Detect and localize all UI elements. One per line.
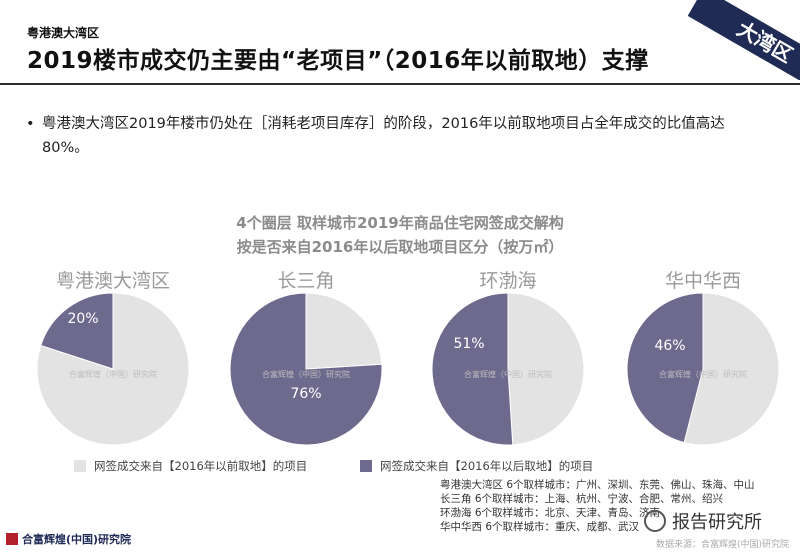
title-divider	[0, 83, 800, 85]
region-label-gba: 粤港澳大湾区	[55, 270, 170, 292]
region-label-yrd: 长三角	[277, 270, 335, 292]
note-row: 粤港澳大湾区 6个取样城市：广州、深圳、东莞、佛山、珠海、中山	[440, 479, 755, 491]
legend-label-old: 网签成交来自【2016年以前取地】的项目	[94, 459, 308, 473]
pie-data-label: 51%	[453, 336, 484, 352]
brand-footer: 合富辉煌(中国)研究院	[6, 531, 131, 547]
legend-label-new: 网签成交来自【2016年以后取地】的项目	[380, 459, 594, 473]
corner-tag: 大湾区	[687, 0, 800, 80]
legend-swatch-new	[360, 460, 372, 472]
brand-logo-icon	[6, 533, 18, 545]
legend-item-old: 网签成交来自【2016年以前取地】的项目	[74, 458, 307, 474]
chart-title-line1: 4个圈层 取样城市2019年商品住宅网签成交解构	[236, 214, 564, 232]
legend-item-new: 网签成交来自【2016年以后取地】的项目	[360, 458, 593, 474]
brand-name: 合富辉煌(中国)研究院	[22, 533, 132, 546]
pie-slice-old-land	[683, 292, 780, 446]
data-source: 数据来源：合富辉煌(中国)研究院	[656, 540, 790, 550]
pie-slice-new-land	[626, 292, 704, 444]
section-kicker: 粤港澳大湾区	[27, 26, 100, 40]
bullet-dot-icon: •	[26, 116, 35, 132]
chart-title-line2: 按是否来自2016年以后取地项目区分（按万㎡）	[236, 238, 564, 256]
wechat-watermark: 报告研究所	[644, 508, 762, 534]
pie-watermark: 合富辉煌（中国）研究院	[262, 369, 350, 379]
region-label-bohai: 环渤海	[479, 270, 537, 292]
wechat-name: 报告研究所	[672, 512, 762, 533]
pie-watermark: 合富辉煌（中国）研究院	[659, 369, 747, 379]
pie-data-label: 76%	[290, 386, 321, 402]
pie-slice-new-land	[40, 292, 114, 370]
page-title: 2019楼市成交仍主要由“老项目”（2016年以前取地）支撑	[27, 48, 649, 74]
note-row: 环渤海 6个取样城市：北京、天津、青岛、济南	[440, 507, 661, 519]
pie-watermark: 合富辉煌（中国）研究院	[464, 369, 552, 379]
note-row: 长三角 6个取样城市：上海、杭州、宁波、合肥、常州、绍兴	[440, 493, 724, 505]
note-row: 华中华西 6个取样城市：重庆、成都、武汉	[440, 521, 640, 533]
pie-slice-old-land	[305, 292, 383, 370]
region-label-central-west: 华中华西	[664, 270, 741, 292]
pie-slice-old-land	[507, 292, 585, 446]
pie-data-label: 20%	[67, 311, 98, 327]
pie-charts: 合富辉煌（中国）研究院 20% 合富辉煌（中国）研究院 76% 合富辉煌（中国）研究院 5…	[36, 292, 780, 446]
bullet-point: • 粤港澳大湾区2019年楼市仍处在［消耗老项目库存］的阶段，2016年以前取地…	[26, 112, 768, 160]
pie-data-label: 46%	[654, 338, 685, 354]
corner-ribbon: 大湾区	[680, 0, 800, 80]
bullet-text: 粤港澳大湾区2019年楼市仍处在［消耗老项目库存］的阶段，2016年以前取地项目…	[42, 116, 725, 156]
pie-watermark: 合富辉煌（中国）研究院	[69, 369, 157, 379]
sample-city-notes: 粤港澳大湾区 6个取样城市：广州、深圳、东莞、佛山、珠海、中山 长三角 6个取样…	[440, 478, 755, 534]
wechat-icon	[644, 510, 666, 532]
pie-slice-new-land	[229, 292, 383, 446]
legend-swatch-old	[74, 460, 86, 472]
pie-slice-new-land	[431, 292, 514, 446]
